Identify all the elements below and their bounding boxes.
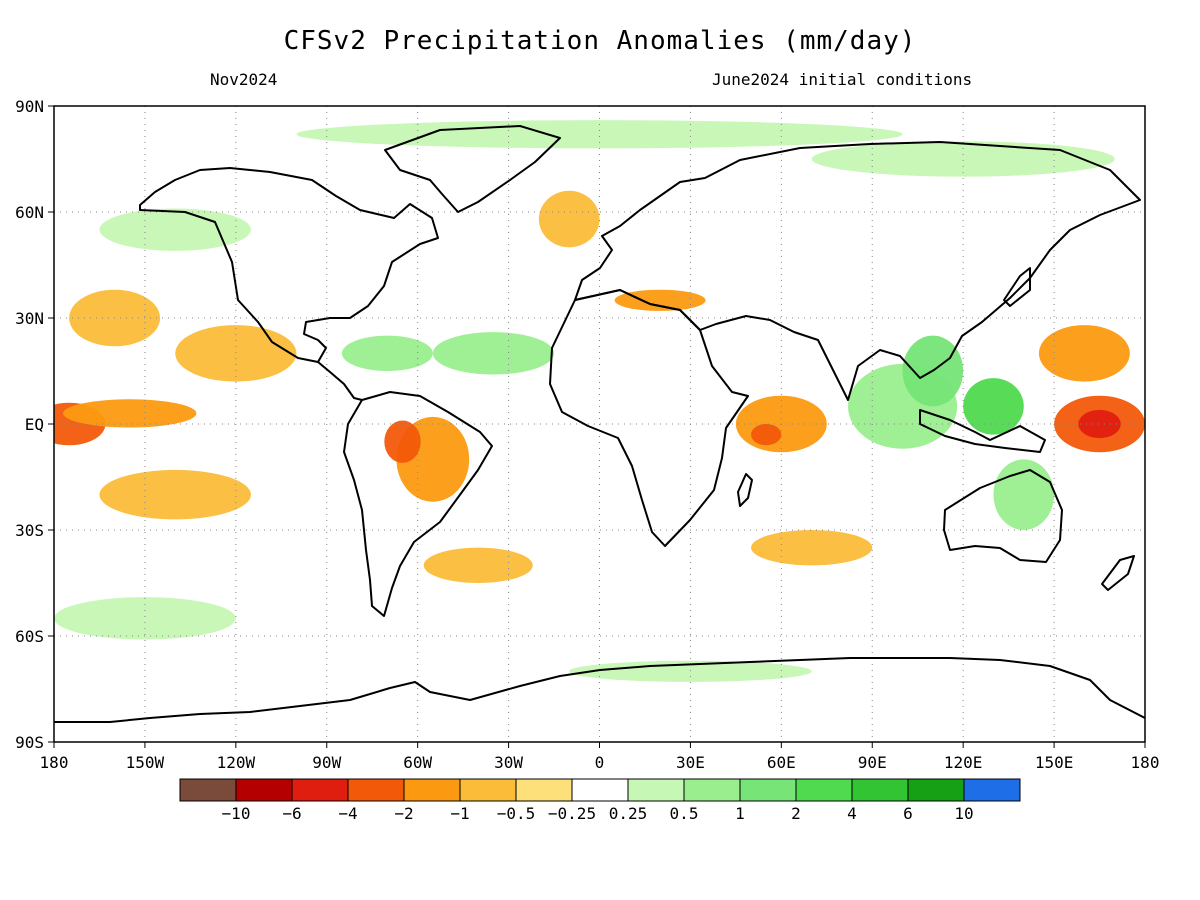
colorbar-swatch [627,778,685,802]
anomaly-patch-24 [296,120,903,149]
coast-antarctica [54,657,1145,723]
coast-madagascar [737,473,753,507]
anomaly-patch-11 [423,547,533,583]
anomaly-layer [54,120,1145,682]
anomaly-patch-3 [175,325,297,382]
anomaly-patch-2 [99,469,251,520]
colorbar: −10 −6 −4 −2 −1 −0.5 −0.25 0.25 0.5 1 2 4 6 10 [179,778,1021,823]
anomaly-patch-5 [99,208,251,251]
colorbar-label: −4 [338,804,357,823]
colorbar-swatch [851,778,909,802]
colorbar-swatch [291,778,349,802]
lon-tick-label: 60E [767,753,796,772]
colorbar-swatch [571,778,629,802]
lon-tick-label: 0 [595,753,605,772]
anomaly-patch-13 [614,289,706,311]
colorbar-label: 4 [847,804,857,823]
valid-month-label: Nov2024 [210,70,278,89]
lat-tick-label: 30N [15,309,44,328]
lon-tick-label: 90W [312,753,341,772]
coast-greenland [384,125,561,213]
lat-tick-label: 90S [15,733,44,752]
anomaly-patch-26 [569,660,812,682]
colorbar-label: −0.5 [497,804,536,823]
colorbar-swatch [739,778,797,802]
colorbar-label: 0.25 [609,804,648,823]
coast-japan [1003,267,1031,307]
colorbar-swatch [403,778,461,802]
coastlines [54,125,1145,723]
colorbar-swatch [795,778,853,802]
lon-tick-label: 120E [944,753,983,772]
colorbar-label: −1 [450,804,469,823]
colorbar-label: 2 [791,804,801,823]
anomaly-patch-25 [811,141,1115,177]
lon-tick-label: 30W [494,753,523,772]
anomaly-patch-16 [751,530,873,566]
coast-indonesia [919,409,1046,453]
anomaly-patch-21 [1078,409,1121,439]
colorbar-swatch [515,778,573,802]
colorbar-swatch [347,778,405,802]
anomaly-patch-1 [63,399,197,428]
lat-tick-label: 90N [15,97,44,116]
colorbar-label: 10 [954,804,973,823]
gridlines [54,106,1145,742]
anomaly-patch-10 [384,420,421,463]
anomaly-patch-8 [432,332,555,375]
lat-tick-label: 60S [15,627,44,646]
anomaly-patch-6 [54,597,236,640]
colorbar-swatch [963,778,1021,802]
lon-tick-label: 180 [40,753,69,772]
anomaly-patch-12 [538,190,600,248]
lon-tick-label: 150W [126,753,165,772]
lon-tick-label: 150E [1035,753,1074,772]
lon-tick-label: 30E [676,753,705,772]
colorbar-label: −0.25 [548,804,596,823]
colorbar-label: 0.5 [670,804,699,823]
colorbar-swatch [179,778,237,802]
colorbar-label: −6 [282,804,301,823]
map-area [54,106,1145,742]
anomaly-patch-23 [993,459,1055,530]
coast-new-zealand [1101,555,1135,591]
anomaly-patch-22 [1038,325,1130,382]
colorbar-label: 6 [903,804,913,823]
colorbar-swatch [235,778,293,802]
colorbar-label: −2 [394,804,413,823]
colorbar-label: −10 [222,804,251,823]
coast-central-america [317,361,363,401]
anomaly-patch-7 [341,335,433,372]
lon-tick-label: 60W [403,753,432,772]
coast-north-america [139,167,439,363]
lon-tick-label: 120W [217,753,256,772]
lat-tick-label: 30S [15,521,44,540]
anomaly-patch-19 [963,378,1024,435]
colorbar-swatch [683,778,741,802]
lon-tick-label: 90E [858,753,887,772]
coast-south-america [343,391,493,617]
initial-conditions-label: June2024 initial conditions [712,70,973,89]
figure-title: CFSv2 Precipitation Anomalies (mm/day) [283,26,917,56]
lat-tick-label: 60N [15,203,44,222]
colorbar-swatch [459,778,517,802]
lon-tick-label: 180 [1131,753,1160,772]
lat-tick-label: EQ [25,415,44,434]
colorbar-swatch [907,778,965,802]
colorbar-label: 1 [735,804,745,823]
coast-australia [943,469,1063,563]
anomaly-patch-15 [751,424,782,446]
